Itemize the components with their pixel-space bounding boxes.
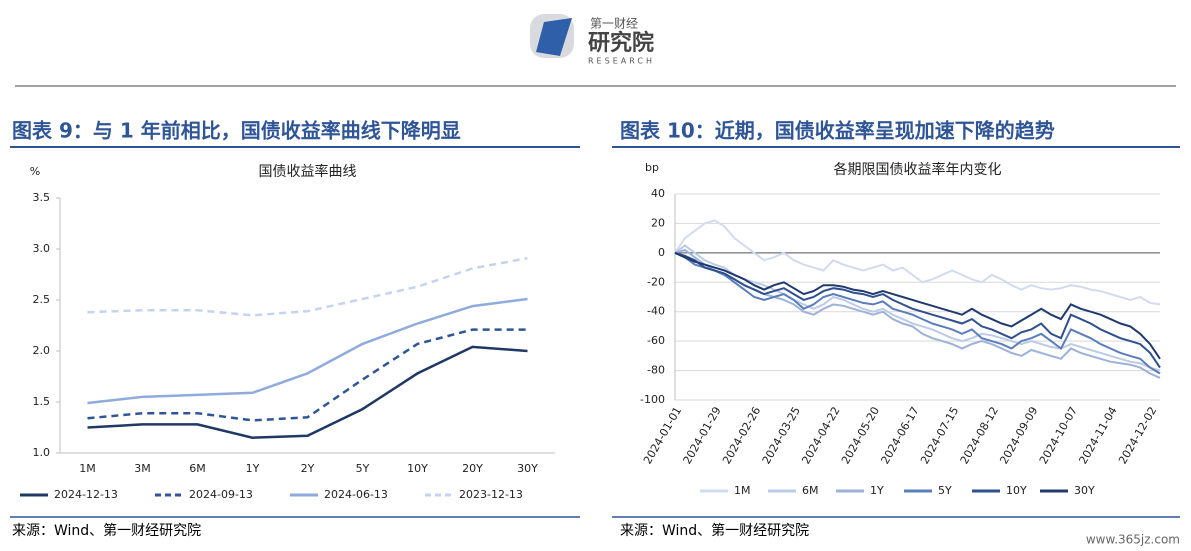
series-line — [674, 251, 1161, 375]
x-tick-label: 2024-09-09 — [997, 405, 1040, 467]
y-tick-label: -20 — [647, 275, 665, 288]
y-tick-label: 2.5 — [33, 293, 51, 306]
logo-english: RESEARCH — [588, 57, 655, 66]
y-tick-label: -80 — [647, 364, 665, 377]
x-tick-label: 2024-02-26 — [720, 405, 763, 467]
x-tick-label: 2024-05-20 — [839, 405, 882, 467]
legend-label: 10Y — [1006, 484, 1027, 497]
series-line — [87, 297, 528, 405]
legend-label: 30Y — [1074, 484, 1095, 497]
legend-label: 5Y — [938, 484, 952, 497]
x-tick-label: 2024-07-15 — [918, 405, 961, 467]
y-tick-label: 40 — [651, 187, 665, 200]
source: 来源：Wind、第一财经研究院 — [12, 522, 201, 539]
y-tick-label: -40 — [647, 305, 665, 318]
y-tick-label: 0 — [658, 246, 665, 259]
series-line — [674, 251, 1161, 369]
x-tick-label: 10Y — [407, 462, 428, 475]
x-tick-label: 2Y — [301, 462, 315, 475]
panel-heading: 图表 9：与 1 年前相比，国债收益率曲线下降明显 — [12, 119, 461, 143]
chart-title: 国债收益率曲线 — [259, 163, 357, 180]
source: 来源：Wind、第一财经研究院 — [620, 522, 809, 539]
x-tick-label: 2024-10-07 — [1037, 405, 1080, 467]
y-tick-label: 2.0 — [33, 344, 51, 357]
logo-name: 研究院 — [588, 30, 654, 56]
series-line — [674, 248, 1161, 379]
series-line — [674, 244, 1161, 372]
x-tick-label: 2024-03-25 — [760, 405, 803, 467]
watermark: www.365jz.com — [1086, 533, 1180, 547]
y-tick-label: 1.5 — [33, 395, 51, 408]
legend-label: 1M — [734, 484, 751, 497]
x-tick-label: 1Y — [246, 462, 260, 475]
chart-title: 各期限国债收益率年内变化 — [834, 161, 1002, 178]
x-tick-label: 2024-01-29 — [681, 405, 724, 467]
x-tick-label: 5Y — [356, 462, 370, 475]
y-tick-label: 20 — [651, 216, 665, 229]
panel-heading: 图表 10：近期，国债收益率呈现加速下降的趋势 — [620, 119, 1055, 143]
logo-brand: 第一财经 — [590, 17, 638, 31]
x-tick-label: 2024-11-04 — [1076, 405, 1119, 467]
y-axis-label: bp — [645, 161, 659, 174]
y-tick-label: 3.5 — [33, 191, 51, 204]
x-tick-label: 2024-08-12 — [958, 404, 1001, 466]
legend-label: 2023-12-13 — [459, 488, 523, 501]
legend-label: 2024-09-13 — [189, 488, 253, 501]
y-tick-label: -100 — [640, 393, 665, 406]
logo-icon — [536, 18, 572, 56]
x-tick-label: 2024-06-17 — [879, 405, 922, 467]
legend-label: 2024-06-13 — [324, 488, 388, 501]
y-tick-label: 1.0 — [33, 446, 51, 459]
x-tick-label: 6M — [189, 462, 206, 475]
series-line — [87, 328, 528, 422]
y-tick-label: 3.0 — [33, 242, 51, 255]
y-axis-label: % — [30, 165, 40, 178]
series-line — [87, 256, 528, 317]
x-tick-label: 2024-01-01 — [641, 405, 684, 467]
y-tick-label: -60 — [647, 334, 665, 347]
legend-label: 1Y — [870, 484, 884, 497]
series-line — [674, 219, 1161, 306]
x-tick-label: 2024-12-02 — [1116, 405, 1159, 467]
logo: 第一财经 研究院 RESEARCH — [530, 14, 655, 66]
legend-label: 6M — [802, 484, 819, 497]
series-line — [674, 251, 1161, 360]
x-tick-label: 30Y — [517, 462, 538, 475]
legend-label: 2024-12-13 — [54, 488, 118, 501]
x-tick-label: 1M — [79, 462, 96, 475]
series-line — [87, 345, 528, 439]
x-tick-label: 20Y — [462, 462, 483, 475]
x-tick-label: 3M — [134, 462, 151, 475]
x-tick-label: 2024-04-22 — [799, 405, 842, 467]
